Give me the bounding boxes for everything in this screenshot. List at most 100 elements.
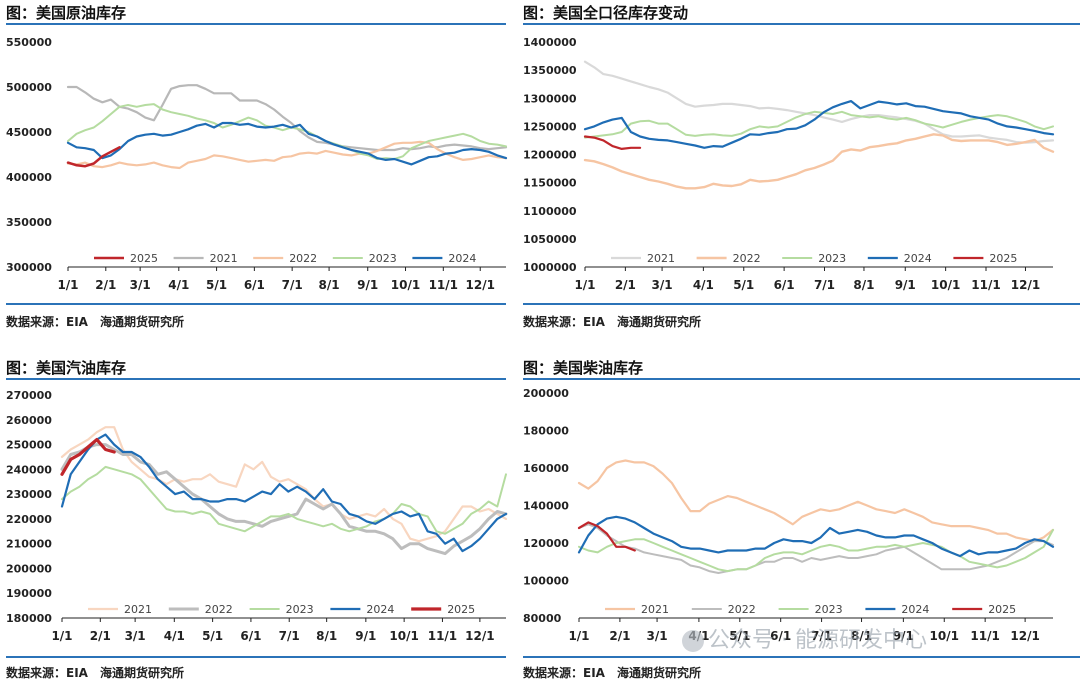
- total-inventory-chart: 1000000 1050000 1100000 1150000 1200000 12500…: [523, 36, 1055, 292]
- source-note: 数据来源：EIA 海通期货研究所: [523, 315, 701, 329]
- series-line-2021: [66, 84, 508, 152]
- series-line-2025: [583, 135, 642, 150]
- series-line-2024: [60, 433, 508, 553]
- x-tick-label: 5/1: [202, 629, 223, 643]
- legend-label-2024: 2024: [448, 252, 476, 265]
- legend-label-2024: 2024: [901, 603, 929, 616]
- y-tick-label: 400000: [6, 171, 52, 184]
- legend-label-2022: 2022: [728, 603, 756, 616]
- y-tick-label: 240000: [6, 463, 52, 476]
- y-tick-label: 1100000: [523, 205, 577, 218]
- x-tick-label: 9/1: [355, 629, 376, 643]
- x-tick-label: 2/1: [90, 629, 111, 643]
- series-line-2025: [577, 521, 636, 552]
- legend-label-2021: 2021: [641, 603, 669, 616]
- x-tick-label: 12/1: [1011, 278, 1040, 292]
- y-tick-label: 200000: [523, 387, 569, 400]
- y-tick-label: 180000: [523, 425, 569, 438]
- x-tick-label: 10/1: [389, 629, 418, 643]
- crude-inventory-chart: 300000 350000 400000 450000 500000 550000 1/1 2…: [6, 36, 508, 292]
- series-line-2021: [60, 426, 508, 543]
- legend-label-2025: 2025: [447, 603, 475, 616]
- x-tick-label: 1/1: [568, 629, 589, 643]
- x-tick-label: 10/1: [931, 278, 960, 292]
- x-tick-label: 10/1: [930, 629, 959, 643]
- title-rule: [6, 23, 506, 25]
- legend-label-2023: 2023: [815, 603, 843, 616]
- legend-label-2022: 2022: [289, 252, 317, 265]
- source-note: 数据来源：EIA 海通期货研究所: [6, 315, 184, 329]
- legend-label-2021: 2021: [210, 252, 238, 265]
- x-tick-label: 5/1: [729, 629, 750, 643]
- y-tick-label: 450000: [6, 126, 52, 139]
- series-line-2023: [67, 103, 507, 160]
- y-tick-label: 1400000: [523, 36, 577, 49]
- x-tick-label: 10/1: [391, 278, 420, 292]
- title-rule: [523, 23, 1080, 25]
- y-tick-label: 350000: [6, 216, 52, 229]
- legend-label-2022: 2022: [733, 252, 761, 265]
- x-tick-label: 8/1: [851, 629, 872, 643]
- x-tick-label: 12/1: [466, 278, 495, 292]
- y-tick-label: 270000: [6, 389, 52, 402]
- y-tick-label: 300000: [6, 261, 52, 274]
- x-tick-label: 3/1: [130, 278, 151, 292]
- footer-rule: [523, 303, 1080, 305]
- x-tick-label: 1/1: [57, 278, 78, 292]
- x-tick-label: 11/1: [428, 629, 457, 643]
- diesel-inventory-chart: 80000 100000 120000 140000 160000 180000 20000…: [523, 387, 1055, 643]
- y-tick-label: 120000: [523, 537, 569, 550]
- legend-label-2025: 2025: [988, 603, 1016, 616]
- source-note: 数据来源：EIA 海通期货研究所: [6, 666, 184, 680]
- diesel-inventory-panel: 图：美国柴油库存 80000 100000 120000 140000 160000 18…: [523, 355, 1080, 682]
- x-tick-label: 2/1: [95, 278, 116, 292]
- total-inventory-panel: 图：美国全口径库存变动 1000000 1050000 1100000 1150000…: [523, 0, 1080, 335]
- series-line-2024: [66, 121, 508, 166]
- y-tick-label: 200000: [6, 562, 52, 575]
- legend-label-2024: 2024: [904, 252, 932, 265]
- wechat-icon: [682, 630, 704, 652]
- y-tick-label: 1050000: [523, 233, 577, 246]
- source-note: 数据来源：EIA 海通期货研究所: [523, 666, 701, 680]
- y-tick-label: 550000: [6, 36, 52, 49]
- legend-label-2023: 2023: [286, 603, 314, 616]
- series-line-2023: [578, 528, 1054, 573]
- series-line-2021: [583, 60, 1055, 144]
- x-tick-label: 3/1: [125, 629, 146, 643]
- footer-rule: [6, 656, 506, 658]
- x-tick-label: 6/1: [244, 278, 265, 292]
- series-line-2023: [61, 465, 507, 535]
- y-tick-label: 1150000: [523, 177, 577, 190]
- x-tick-label: 12/1: [465, 629, 494, 643]
- x-tick-label: 7/1: [282, 278, 303, 292]
- legend-label-2021: 2021: [647, 252, 675, 265]
- y-tick-label: 190000: [6, 587, 52, 600]
- series-line-2022: [66, 140, 508, 170]
- x-tick-label: 8/1: [853, 278, 874, 292]
- y-tick-label: 210000: [6, 538, 52, 551]
- x-tick-label: 2/1: [609, 629, 630, 643]
- y-tick-label: 1250000: [523, 120, 577, 133]
- x-tick-label: 6/1: [240, 629, 261, 643]
- title-rule: [523, 378, 1080, 380]
- x-tick-label: 9/1: [895, 278, 916, 292]
- series-line-2025: [66, 146, 121, 168]
- y-tick-label: 500000: [6, 81, 52, 94]
- crude-inventory-panel: 图：美国原油库存 300000 350000 400000 450000 500000 5…: [6, 0, 508, 335]
- series-line-2024: [577, 515, 1055, 558]
- y-tick-label: 180000: [6, 612, 52, 625]
- series-line-2025: [60, 437, 116, 476]
- x-tick-label: 3/1: [647, 629, 668, 643]
- y-tick-label: 230000: [6, 488, 52, 501]
- x-tick-label: 4/1: [168, 278, 189, 292]
- x-tick-label: 11/1: [970, 629, 999, 643]
- series-line-2022: [583, 133, 1055, 190]
- watermark-text: 公众号 · 能源研发中心: [708, 628, 927, 653]
- legend-label-2023: 2023: [369, 252, 397, 265]
- x-tick-label: 3/1: [652, 278, 673, 292]
- y-tick-label: 1300000: [523, 92, 577, 105]
- x-tick-label: 4/1: [164, 629, 185, 643]
- x-tick-label: 4/1: [693, 278, 714, 292]
- y-tick-label: 140000: [523, 500, 569, 513]
- x-tick-label: 2/1: [615, 278, 636, 292]
